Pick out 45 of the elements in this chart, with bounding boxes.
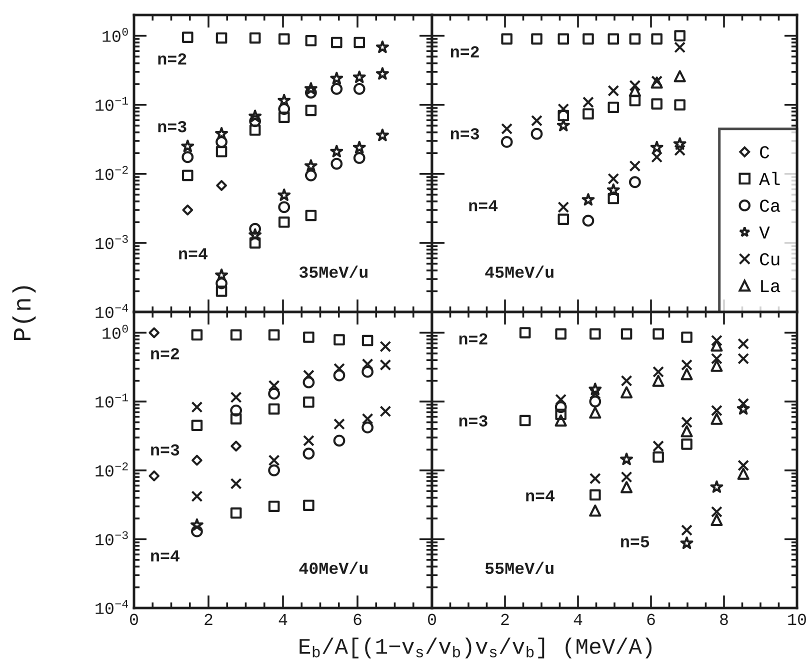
y-tick-label: 10$^{−3}$ [96, 531, 128, 546]
x-tick-label: 0 [130, 614, 138, 626]
y-tick-label: 10$^{−3}$ [96, 234, 128, 250]
annotation: n=5 [621, 536, 650, 548]
annotation: n=3 [158, 121, 186, 132]
annotation: n=2 [151, 348, 180, 360]
y-tick-label: 10$^{0}$ [102, 28, 128, 42]
x-tick-label: 2 [204, 614, 212, 625]
x-tick-label: 4 [574, 614, 582, 625]
annotation: n=2 [158, 53, 186, 64]
legend-label: Al [759, 172, 780, 185]
y-tick-label: 10$^{0}$ [102, 324, 128, 339]
y-tick-label: 10$^{−1}$ [96, 394, 128, 408]
y-tick-label: 10$^{−4}$ [96, 600, 128, 614]
legend-label: Ca [760, 200, 780, 212]
legend-label: V [759, 226, 770, 238]
x-tick-label: 4 [278, 614, 288, 625]
annotation: n=2 [450, 46, 479, 58]
y-axis-title: P(n) [12, 286, 36, 340]
annotation: n=3 [450, 128, 480, 140]
legend-label: C [760, 146, 770, 158]
x-tick-label: 2 [501, 614, 509, 625]
x-tick-label: 6 [647, 614, 655, 626]
text: 35MeV/u [299, 266, 368, 278]
x-tick-label: 8 [720, 614, 728, 626]
annotation: n=4 [526, 490, 555, 502]
annotation: n=3 [459, 415, 488, 427]
y-tick-label: 10$^{−1}$ [96, 96, 128, 111]
legend-label: La [761, 280, 780, 292]
y-tick-label: 10$^{−2}$ [96, 166, 128, 180]
text: 40MeV/u [299, 562, 368, 574]
x-tick-label: 10 [788, 614, 806, 626]
text: E$_{b}$/A[(1−v$_{s}$/v$_{b}$)v$_{s}$/v$_{b}$] (MeV/A) [300, 638, 652, 658]
text: 55MeV/u [485, 562, 554, 574]
annotation: n=2 [459, 333, 488, 344]
legend-label: Cu [760, 253, 780, 266]
annotation: n=4 [151, 550, 180, 562]
text: 45MeV/u [485, 266, 554, 278]
x-tick-label: 6 [354, 614, 362, 626]
y-tick-label: 10$^{−2}$ [96, 462, 128, 477]
y-tick-label: 10$^{−4}$ [96, 304, 128, 318]
annotation: n=4 [469, 200, 498, 212]
x-tick-label: 0 [428, 614, 436, 626]
annotation: n=3 [151, 444, 180, 456]
annotation: n=4 [179, 248, 208, 260]
